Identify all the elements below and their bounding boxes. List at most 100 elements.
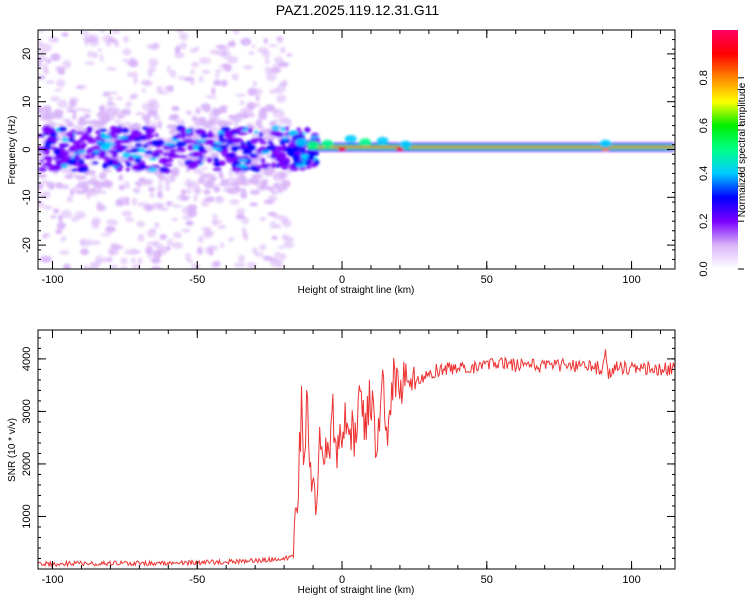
heatmap-cell [139,180,152,184]
heatmap-cell [282,241,295,249]
heatmap-cell [276,264,283,268]
heatmap-cell [255,119,263,127]
heatmap-cell [240,191,248,199]
x-tick-label: 0 [339,274,345,286]
heatmap-cell [60,209,73,219]
heatmap-cell [38,75,46,80]
heatmap-cell [251,247,258,255]
heatmap-cell [179,32,189,41]
heatmap-cell [255,94,260,101]
colorbar-gradient [712,30,738,269]
heatmap-cell [246,261,257,269]
heatmap-cell [78,166,89,173]
heatmap-cell [190,69,196,75]
heatmap-cell [70,129,76,133]
heatmap-cell [121,58,132,62]
heatmap-cell [197,116,207,124]
heatmap-cell [137,149,147,153]
heatmap-cell [247,127,253,134]
heatmap-cell [94,185,103,193]
heatmap-cell [254,164,265,169]
heatmap-cell [164,187,171,192]
heatmap-cell [129,61,136,66]
heatmap-cell [74,131,86,135]
heatmap-cell [156,185,164,191]
heatmap-cell [247,87,257,97]
heatmap-cell [162,163,173,167]
heatmap-cell [99,104,106,114]
heatmap-cell [220,178,230,184]
heatmap-cell [207,139,216,146]
heatmap-cell [231,73,239,81]
x-tick-label: 100 [622,274,640,286]
heatmap-cell [137,257,143,265]
heatmap-cell [83,131,92,135]
heatmap-cell [193,134,198,140]
heatmap-cell [116,96,124,101]
heatmap-cell [259,216,267,222]
heatmap-cell [140,79,150,86]
heatmap-cell [77,150,87,154]
heatmap-cell [74,190,87,195]
heatmap-cell [272,150,283,158]
heatmap-cell [61,136,69,143]
heatmap-cell [243,65,253,70]
heatmap-cell [72,111,77,121]
heatmap-cell [134,143,143,148]
heatmap-cell [65,132,74,137]
heatmap-cell [106,91,119,95]
heatmap-cell [131,197,138,206]
heatmap-cell [238,155,249,160]
heatmap-cell [201,69,210,75]
heatmap-cell [179,127,188,135]
heatmap-cell [193,168,203,175]
heatmap-cell [72,140,82,146]
heatmap-cell [151,140,160,147]
heatmap-cell [233,262,246,268]
heatmap-cell [62,118,70,123]
heatmap-cell [141,160,145,166]
heatmap-cell [42,117,47,121]
heatmap-cell [111,30,121,34]
heatmap-cell [44,127,52,134]
heatmap-cell [117,136,128,140]
heatmap-cell [129,94,136,100]
heatmap-cell [220,138,226,144]
heatmap-cell [72,158,78,164]
heatmap-cell [137,233,145,242]
heatmap-cell [230,39,236,48]
heatmap-x-ticks: -100 -50 0 50 100 [41,30,662,286]
figure-title: PAZ1.2025.119.12.31.G11 [275,2,440,18]
heatmap-cell [64,174,74,180]
heatmap-cell [212,107,217,115]
heatmap-cell [95,130,101,135]
heatmap-cell [145,133,155,138]
heatmap-cell [170,69,177,78]
heatmap-cell [194,128,206,135]
heatmap-cell [142,144,149,148]
heatmap-cell [296,127,301,132]
heatmap-cell [305,166,312,169]
heatmap-cell [105,225,116,233]
y-tick-label: 20 [21,48,33,60]
heatmap-cell [269,120,276,127]
heatmap-cell [280,126,286,132]
heatmap-cell [157,190,163,198]
heatmap-cell [152,249,162,259]
heatmap-cell [215,44,227,49]
heatmap-cell [218,170,223,177]
heatmap-cell [38,182,44,191]
heatmap-cell [98,128,108,132]
heatmap-cell [267,195,278,201]
heatmap-cell [172,166,180,174]
heatmap-cell [148,186,155,193]
heatmap-cell [130,147,140,153]
heatmap-cell [77,124,85,133]
heatmap-cell [141,114,151,121]
heatmap-cell [176,133,181,140]
heatmap-cell [44,114,52,118]
heatmap-cell [107,159,114,167]
heatmap-cell [277,246,285,249]
heatmap-cell [275,171,282,175]
heatmap-cell [259,244,267,251]
